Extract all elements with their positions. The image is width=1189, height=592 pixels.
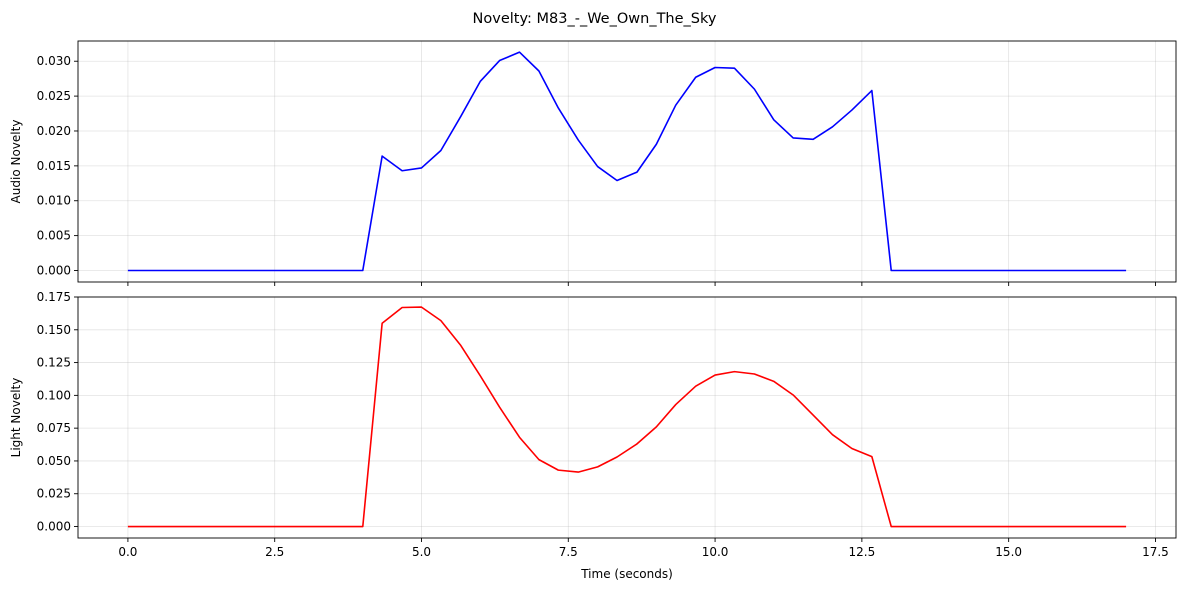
audio-y-tick-label: 0.005 bbox=[37, 229, 71, 243]
light-novelty-line bbox=[127, 306, 1127, 528]
light-x-tick-label: 17.5 bbox=[1142, 545, 1169, 559]
audio-y-tick-label: 0.020 bbox=[37, 124, 71, 138]
light-plot-frame bbox=[77, 296, 1177, 539]
audio-plot-frame bbox=[77, 40, 1177, 283]
chart-title: Novelty: M83_-_We_Own_The_Sky bbox=[473, 11, 717, 27]
light-y-axis-label: Light Novelty bbox=[9, 378, 23, 458]
audio-y-tick-label: 0.015 bbox=[37, 159, 71, 173]
light-x-tick-label: 0.0 bbox=[118, 545, 137, 559]
light-x-tick-label: 5.0 bbox=[412, 545, 431, 559]
light-y-tick-label: 0.125 bbox=[37, 356, 71, 370]
light-x-tick-label: 12.5 bbox=[849, 545, 876, 559]
audio-y-tick-label: 0.030 bbox=[37, 54, 71, 68]
light-y-tick-label: 0.075 bbox=[37, 421, 71, 435]
audio-y-axis-label: Audio Novelty bbox=[9, 120, 23, 204]
light-x-tick-label: 15.0 bbox=[995, 545, 1022, 559]
light-y-tick-label: 0.000 bbox=[37, 520, 71, 534]
audio-y-tick-label: 0.010 bbox=[37, 194, 71, 208]
light-y-tick-label: 0.150 bbox=[37, 323, 71, 337]
light-y-tick-label: 0.050 bbox=[37, 454, 71, 468]
light-x-axis-label: Time (seconds) bbox=[580, 567, 673, 581]
light-x-tick-label: 7.5 bbox=[559, 545, 578, 559]
light-novelty-panel: 0.0 2.5 5.0 7.5 10.0 12.5 15.0 17.5 0.000 0.025 0.… bbox=[9, 290, 1177, 581]
light-y-tick-label: 0.100 bbox=[37, 388, 71, 402]
audio-novelty-panel: 0.000 0.005 0.010 0.015 0.020 0.025 0.030 Audio… bbox=[9, 40, 1177, 286]
light-x-tick-label: 10.0 bbox=[702, 545, 729, 559]
light-y-tick-label: 0.175 bbox=[37, 290, 71, 304]
audio-y-tick-label: 0.025 bbox=[37, 89, 71, 103]
light-x-tick-label: 2.5 bbox=[265, 545, 284, 559]
audio-y-tick-label: 0.000 bbox=[37, 263, 71, 277]
light-y-tick-label: 0.025 bbox=[37, 487, 71, 501]
audio-novelty-line bbox=[127, 51, 1127, 272]
